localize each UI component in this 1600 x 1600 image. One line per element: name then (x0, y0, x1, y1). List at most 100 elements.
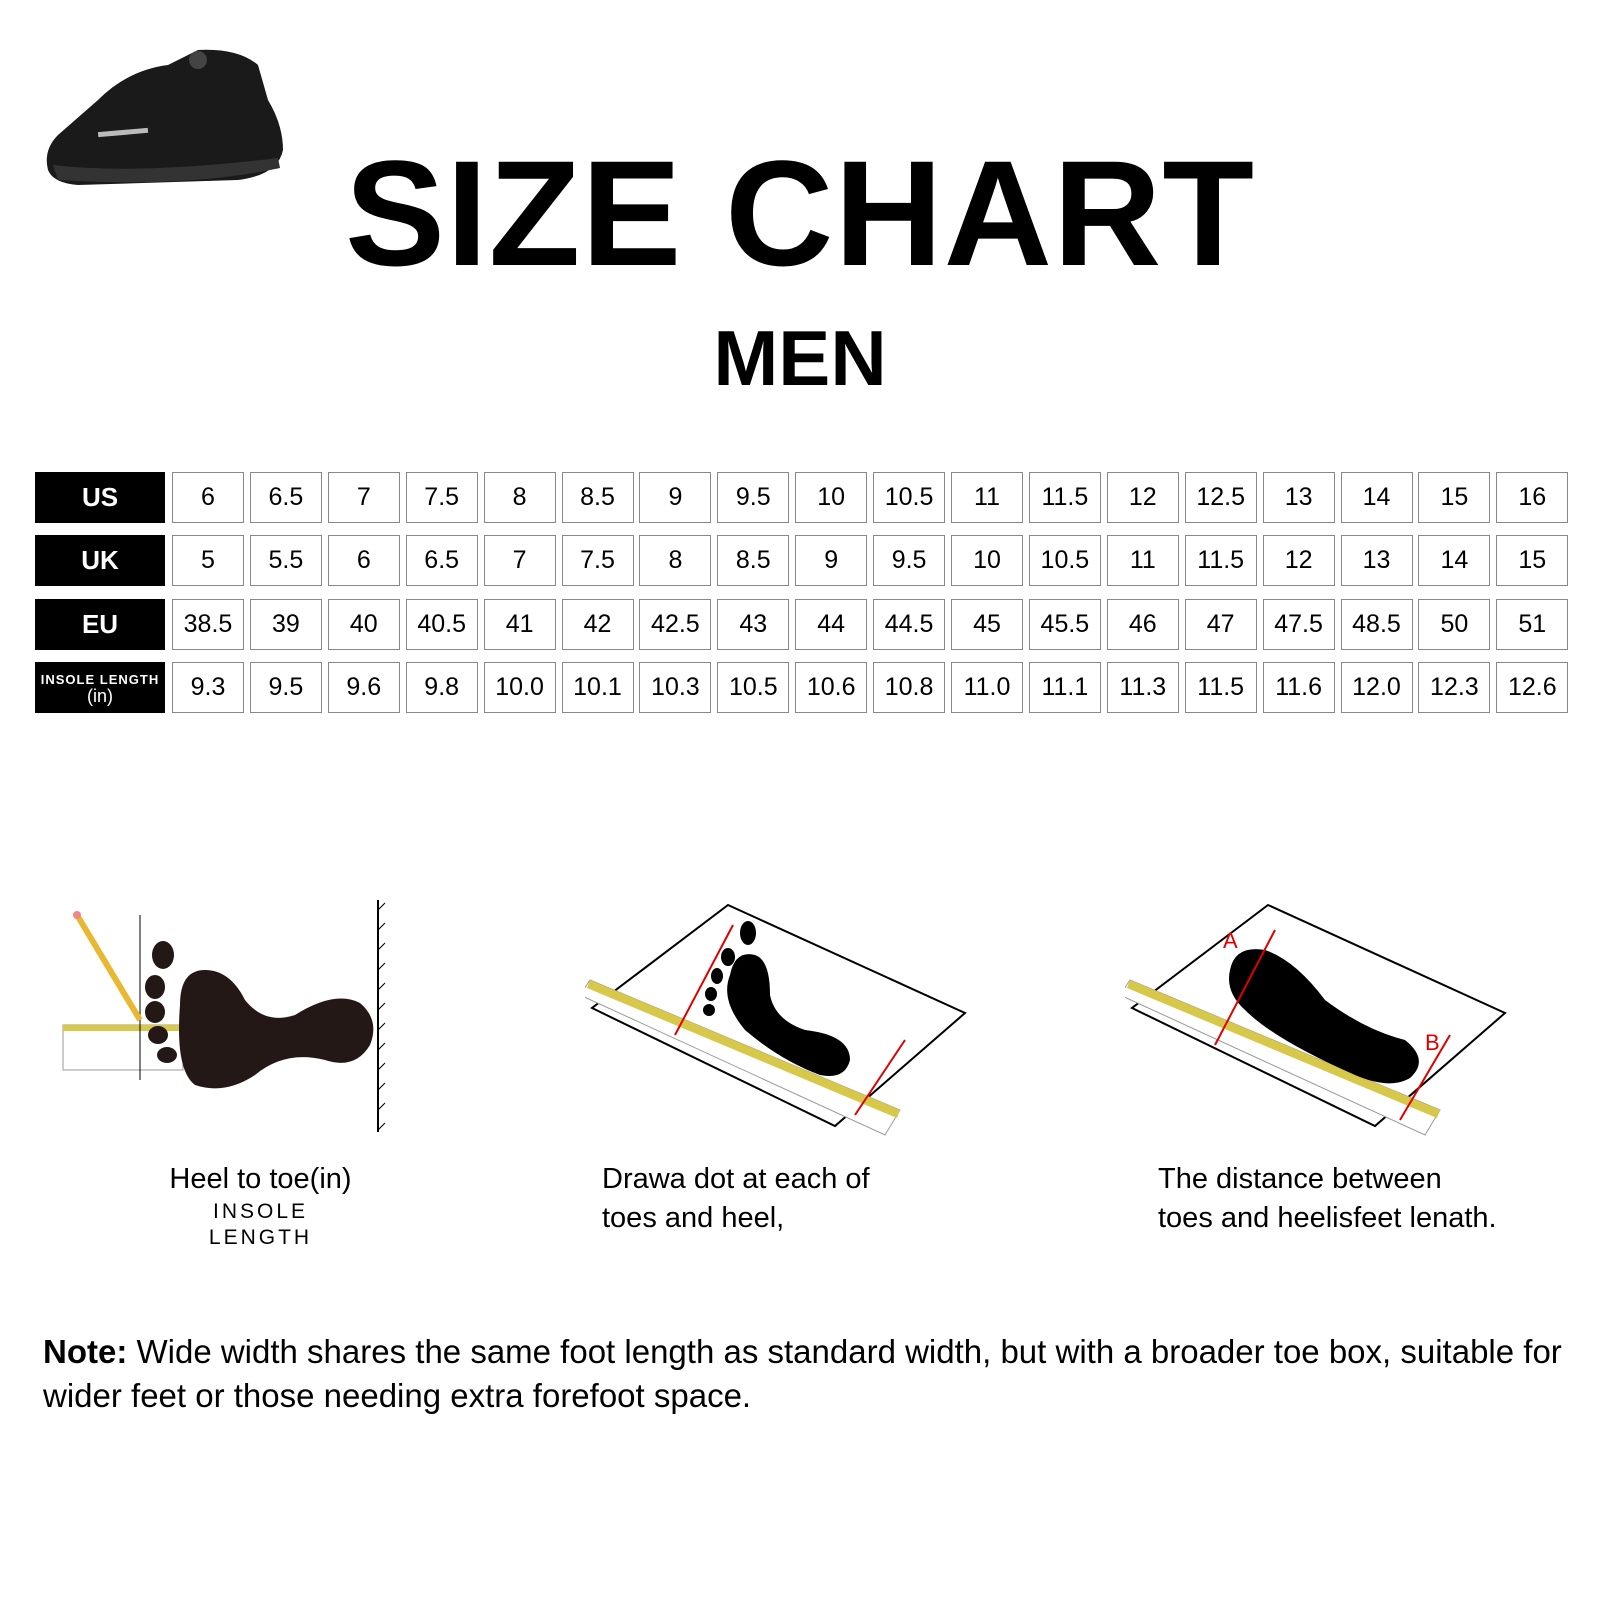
size-cell: 40.5 (405, 599, 478, 650)
step-3-caption: The distance between toes and heelisfeet… (1158, 1160, 1497, 1238)
size-cell: 14 (1418, 535, 1491, 586)
size-cell: 39 (249, 599, 322, 650)
step-1-line2: INSOLE LENGTH (208, 1200, 313, 1249)
size-cell: 10 (951, 535, 1023, 586)
page-title: SIZE CHART (345, 129, 1255, 297)
size-cell: 38.5 (172, 599, 244, 650)
size-cell: 11.1 (1028, 662, 1101, 713)
size-cell: 10.1 (561, 662, 634, 713)
row-label-unit: (in) (87, 685, 113, 706)
size-cell: 9 (795, 535, 868, 586)
size-cell: 13 (1340, 535, 1413, 586)
size-cell: 8.5 (717, 535, 790, 586)
size-cell: 11.5 (1184, 535, 1257, 586)
size-cell: 11 (951, 472, 1023, 523)
size-cell: 8 (483, 472, 556, 523)
size-cell: 12.5 (1184, 472, 1257, 523)
step-3-line1: The distance between (1158, 1163, 1442, 1195)
step-2-line2: toes and heel, (602, 1202, 785, 1234)
size-cell: 14 (1340, 472, 1413, 523)
size-cell: 9.5 (249, 662, 322, 713)
size-cell: 10.3 (639, 662, 712, 713)
size-cell: 6 (327, 535, 400, 586)
size-cell: 6.5 (249, 472, 322, 523)
note-text: Wide width shares the same foot length a… (43, 1333, 1562, 1414)
draw-dots-diagrams (585, 903, 967, 1136)
note-label: Note: (43, 1333, 128, 1370)
size-cell: 5 (172, 535, 244, 586)
size-cell: 6 (172, 472, 244, 523)
size-cell: 46 (1106, 599, 1179, 650)
size-cell: 7.5 (561, 535, 634, 586)
size-cell: 47.5 (1262, 599, 1335, 650)
size-cell: 8 (639, 535, 712, 586)
size-cell: 5.5 (249, 535, 322, 586)
size-cell: 10.5 (1028, 535, 1101, 586)
marker-b: B (1425, 1030, 1440, 1055)
size-cell: 15 (1496, 535, 1569, 586)
page-subtitle: MEN (713, 314, 887, 402)
size-cell: 11.0 (951, 662, 1023, 713)
size-cell: 9.5 (717, 472, 790, 523)
size-cell: 51 (1496, 599, 1569, 650)
size-cell: 43 (717, 599, 790, 650)
size-cell: 11.3 (1106, 662, 1179, 713)
size-cell: 7 (327, 472, 400, 523)
row-label-text: INSOLE LENGTH (40, 671, 160, 687)
size-cell: 12.0 (1340, 662, 1413, 713)
size-cell: 47 (1184, 599, 1257, 650)
size-cell: 42.5 (639, 599, 712, 650)
size-cell: 12.6 (1496, 662, 1569, 713)
size-cell: 7.5 (405, 472, 478, 523)
size-cell: 9.3 (172, 662, 244, 713)
size-cell: 9.8 (405, 662, 478, 713)
size-cell: 11 (1106, 535, 1179, 586)
size-cell: 9.6 (327, 662, 400, 713)
size-cell: 11.5 (1184, 662, 1257, 713)
row-label-text: UK (81, 545, 119, 575)
size-cell: 10 (795, 472, 868, 523)
heel-to-toe-diagram (62, 900, 386, 1132)
size-cell: 9.5 (873, 535, 946, 586)
size-cell: 12 (1262, 535, 1335, 586)
row-label: EU (35, 599, 165, 650)
step-1-caption: Heel to toe(in) INSOLE LENGTH (158, 1160, 363, 1251)
size-cell: 12.3 (1418, 662, 1491, 713)
size-cell: 45.5 (1028, 599, 1101, 650)
row-label-text: US (81, 482, 119, 512)
shoe-image (46, 49, 283, 185)
step-2-line1: Drawa dot at each of (602, 1163, 870, 1195)
row-label: INSOLE LENGTH (in) (35, 662, 165, 713)
size-cell: 48.5 (1340, 599, 1413, 650)
size-cell: 8.5 (561, 472, 634, 523)
size-cell: 50 (1418, 599, 1491, 650)
size-cell: 45 (951, 599, 1023, 650)
step-3-line2: toes and heelisfeet lenath. (1158, 1202, 1497, 1234)
row-label-text: EU (81, 609, 119, 639)
step-1-line1: Heel to toe(in) (169, 1163, 352, 1195)
size-cell: 11.6 (1262, 662, 1335, 713)
size-cell: 10.5 (873, 472, 946, 523)
size-cell: 13 (1262, 472, 1335, 523)
row-label: US (35, 472, 165, 523)
size-cell: 40 (327, 599, 400, 650)
size-cell: 15 (1418, 472, 1491, 523)
size-cell: 16 (1496, 472, 1569, 523)
size-cell: 10.5 (717, 662, 790, 713)
size-cell: 10.0 (483, 662, 556, 713)
size-cell: 44.5 (873, 599, 946, 650)
size-cell: 7 (483, 535, 556, 586)
size-cell: 10.6 (795, 662, 868, 713)
size-cell: 12 (1106, 472, 1179, 523)
note: Note: Wide width shares the same foot le… (43, 1330, 1563, 1418)
size-cell: 9 (639, 472, 712, 523)
size-cell: 11.5 (1028, 472, 1101, 523)
size-cell: 42 (561, 599, 634, 650)
row-label: UK (35, 535, 165, 586)
size-cell: 44 (795, 599, 868, 650)
marker-a: A (1223, 928, 1238, 953)
size-cell: 10.8 (873, 662, 946, 713)
distance-diagram: A B (1125, 903, 1507, 1136)
size-cell: 41 (483, 599, 556, 650)
step-2-caption: Drawa dot at each of toes and heel, (602, 1160, 870, 1238)
